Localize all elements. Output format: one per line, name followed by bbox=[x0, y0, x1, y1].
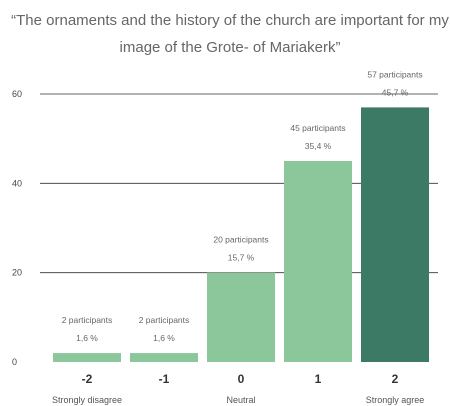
bar--1 bbox=[130, 353, 198, 362]
y-tick-label: 0 bbox=[12, 357, 17, 367]
x-category-label: 1 bbox=[315, 372, 322, 386]
bar--2 bbox=[53, 353, 121, 362]
x-category-label: 2 bbox=[392, 372, 399, 386]
x-category-label: 0 bbox=[238, 372, 245, 386]
bar-percent-label: 15,7 % bbox=[228, 253, 255, 263]
x-category-description: Strongly agree bbox=[366, 395, 425, 405]
bar-1 bbox=[284, 161, 352, 362]
chart-title-line-2: image of the Grote- of Mariakerk” bbox=[120, 39, 341, 56]
bar-0 bbox=[207, 272, 275, 362]
x-category-label: -1 bbox=[159, 372, 170, 386]
chart-title-line-1: “The ornaments and the history of the ch… bbox=[11, 12, 449, 29]
bar-count-label: 45 participants bbox=[290, 123, 345, 133]
x-axis-labels: -2 Strongly disagree -1 0 Neutral 1 2 Strongly … bbox=[52, 372, 424, 405]
bar-percent-label: 45,7 % bbox=[382, 87, 409, 97]
bar-count-label: 57 participants bbox=[367, 69, 422, 79]
y-tick-label: 40 bbox=[12, 178, 22, 188]
y-tick-label: 60 bbox=[12, 89, 22, 99]
bar-percent-label: 1,6 % bbox=[76, 333, 98, 343]
bar-count-label: 2 participants bbox=[139, 315, 190, 325]
data-labels: 2 participants 1,6 % 2 participants 1,6 % 20… bbox=[62, 69, 423, 343]
y-axis-ticks: 0 20 40 60 bbox=[12, 89, 22, 367]
x-category-description: Neutral bbox=[226, 395, 255, 405]
x-category-description: Strongly disagree bbox=[52, 395, 122, 405]
bars bbox=[53, 107, 429, 363]
bar-percent-label: 1,6 % bbox=[153, 333, 175, 343]
bar-count-label: 20 participants bbox=[213, 235, 268, 245]
bar-percent-label: 35,4 % bbox=[305, 141, 332, 151]
bar-count-label: 2 participants bbox=[62, 315, 113, 325]
x-category-label: -2 bbox=[82, 372, 93, 386]
y-tick-label: 20 bbox=[12, 268, 22, 278]
bar-2 bbox=[361, 107, 429, 363]
